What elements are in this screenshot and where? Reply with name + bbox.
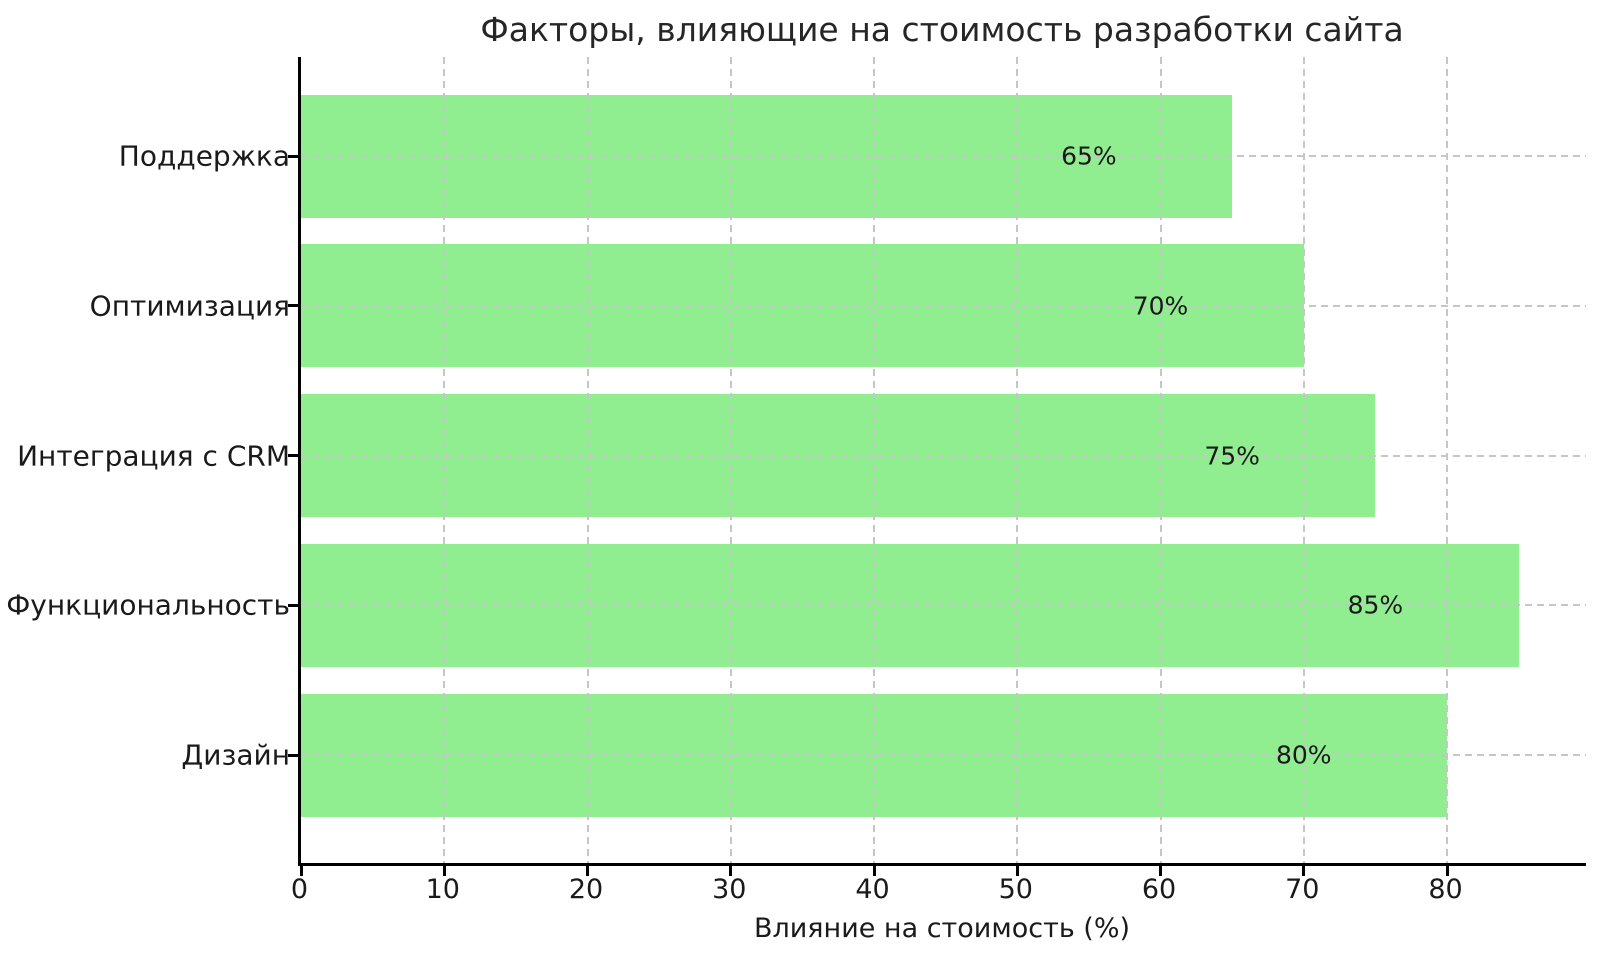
gridline-vertical (586, 57, 589, 863)
x-tick-label: 60 (1141, 874, 1177, 905)
gridline-vertical (1446, 57, 1449, 863)
chart-title: Факторы, влияющие на стоимость разработк… (480, 10, 1404, 49)
x-tick-label: 80 (1428, 874, 1463, 905)
x-tick-mark (1159, 866, 1163, 876)
x-axis-label: Влияние на стоимость (%) (753, 913, 1131, 944)
y-tick-label: Дизайн (181, 738, 290, 772)
bar-value-label: 65% (1061, 141, 1117, 171)
x-tick-mark (299, 866, 303, 876)
plot-area: 65% 70% 75% 85% 80% (288, 57, 1586, 876)
x-tick-label: 20 (568, 874, 604, 905)
gridline-horizontal (301, 604, 1586, 607)
y-tick-mark (288, 304, 298, 308)
gridline-vertical (1302, 57, 1305, 863)
y-tick-mark (288, 753, 298, 757)
x-tick-mark (1302, 866, 1306, 876)
bar-value-label: 80% (1275, 740, 1332, 770)
y-tick-label: Поддержка (118, 139, 290, 173)
gridline-horizontal (301, 155, 1586, 157)
gridline-vertical (1159, 57, 1162, 863)
bar-value-label: 70% (1132, 291, 1189, 321)
y-tick-mark (288, 454, 298, 457)
x-tick-label: 70 (1285, 874, 1320, 905)
x-tick-label: 30 (712, 874, 747, 905)
x-tick-label: 50 (998, 874, 1033, 905)
y-tick-label: Интеграция с CRM (17, 439, 290, 472)
gridline-vertical (1016, 57, 1019, 863)
x-tick-label: 0 (290, 874, 309, 905)
y-tick-label: Оптимизация (89, 289, 290, 323)
gridline-vertical (873, 57, 876, 863)
gridline-vertical (729, 57, 732, 863)
x-tick-mark (1445, 866, 1449, 876)
gridline-horizontal (301, 304, 1586, 307)
gridline-horizontal (301, 454, 1586, 457)
gridline-vertical (443, 57, 446, 863)
gridline-horizontal (301, 754, 1586, 756)
y-tick-mark (288, 154, 298, 158)
x-tick-mark (1015, 866, 1019, 876)
x-tick-mark (729, 866, 733, 876)
x-tick-mark (586, 866, 589, 876)
x-tick-label: 40 (855, 874, 890, 905)
x-tick-label: 10 (425, 874, 460, 905)
x-tick-mark (872, 866, 876, 876)
bar-value-label: 75% (1204, 441, 1260, 470)
y-tick-label: Функциональность (6, 588, 290, 622)
y-tick-mark (288, 603, 298, 607)
x-tick-mark (442, 866, 446, 876)
bar-value-label: 85% (1347, 590, 1404, 620)
